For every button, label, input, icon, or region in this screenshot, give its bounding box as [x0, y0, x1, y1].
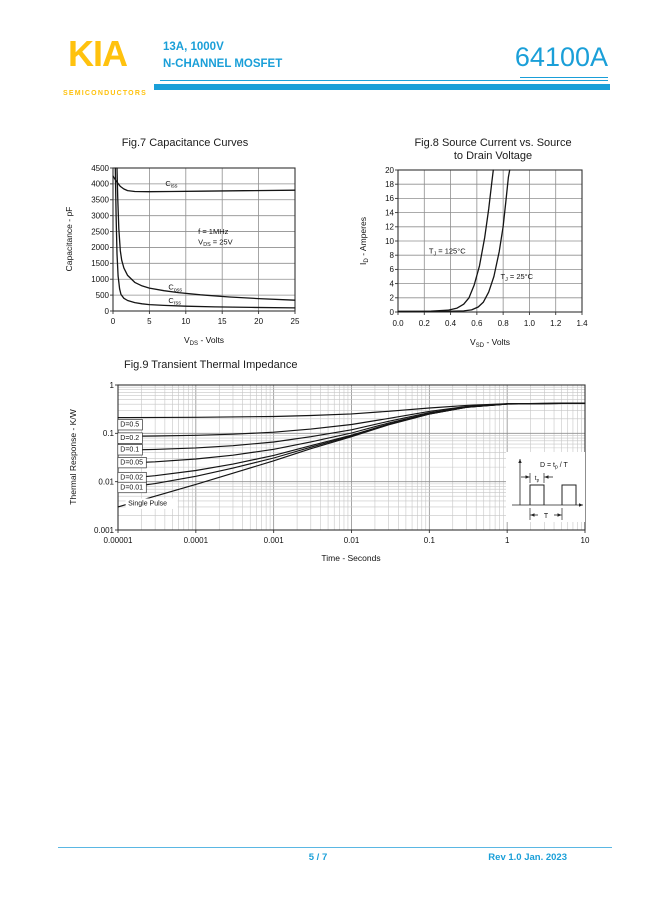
svg-text:20: 20 [385, 166, 394, 175]
svg-text:1.2: 1.2 [550, 319, 562, 328]
svg-text:0.001: 0.001 [94, 526, 115, 535]
svg-text:VSD - Volts: VSD - Volts [470, 337, 510, 349]
svg-text:Coss: Coss [168, 282, 182, 293]
svg-text:15: 15 [218, 317, 227, 326]
svg-text:10: 10 [385, 237, 394, 246]
svg-text:VDS - Volts: VDS - Volts [184, 335, 224, 347]
svg-text:Crss: Crss [168, 296, 181, 307]
fig7-title: Fig.7 Capacitance Curves [121, 137, 249, 149]
part-number: 64100A [514, 42, 608, 72]
svg-text:0.1: 0.1 [424, 536, 436, 545]
device-type-text: N-CHANNEL MOSFET [163, 58, 283, 70]
svg-text:0.6: 0.6 [471, 319, 483, 328]
svg-text:TJ = 25°C: TJ = 25°C [501, 272, 534, 283]
svg-text:0.001: 0.001 [264, 536, 285, 545]
svg-text:3000: 3000 [91, 211, 109, 220]
svg-text:ID - Amperes: ID - Amperes [358, 217, 370, 265]
fig7-capacitance-chart: 0 5 10 15 20 25 0 500 1000 1500 2000 2500 3000 3500 40… [64, 164, 300, 347]
svg-text:f = 1MHz: f = 1MHz [198, 227, 228, 236]
svg-text:12: 12 [385, 223, 394, 232]
svg-text:0: 0 [105, 307, 110, 316]
kia-logo-subtext: SEMICONDUCTORS [63, 90, 147, 97]
fig9-thermal-impedance-chart: 0.00001 0.0001 0.001 0.01 0.1 1 10 0.001 0.01 0.1… [68, 381, 590, 563]
svg-text:Capacitance - pF: Capacitance - pF [64, 207, 74, 272]
svg-text:0.8: 0.8 [498, 319, 510, 328]
svg-text:5: 5 [147, 317, 152, 326]
svg-text:20: 20 [254, 317, 263, 326]
svg-text:2000: 2000 [91, 243, 109, 252]
svg-text:10: 10 [581, 536, 590, 545]
svg-text:Single Pulse: Single Pulse [128, 501, 167, 508]
svg-text:0.01: 0.01 [98, 477, 114, 486]
header-rule-short [520, 77, 608, 78]
svg-text:14: 14 [385, 208, 394, 217]
svg-text:0.2: 0.2 [419, 319, 431, 328]
svg-text:D=0.01: D=0.01 [120, 484, 143, 491]
fig8-title-line2: to Drain Voltage [453, 149, 533, 162]
page-indicator: 5 / 7 [308, 852, 328, 863]
svg-text:0.0001: 0.0001 [184, 536, 209, 545]
svg-text:3500: 3500 [91, 196, 109, 205]
footer-rule [58, 847, 612, 849]
svg-text:0.00001: 0.00001 [104, 536, 133, 545]
svg-text:0.01: 0.01 [344, 536, 360, 545]
svg-text:10: 10 [181, 317, 190, 326]
svg-text:1: 1 [505, 536, 510, 545]
fig8-title: Fig.8 Source Current vs. Source to Drain… [378, 137, 608, 162]
svg-text:tp: tp [535, 475, 540, 483]
svg-text:0.0: 0.0 [392, 319, 404, 328]
device-rating-text: 13A, 1000V [163, 41, 224, 53]
svg-text:4000: 4000 [91, 180, 109, 189]
svg-text:18: 18 [385, 180, 394, 189]
svg-text:4500: 4500 [91, 164, 109, 173]
svg-text:1000: 1000 [91, 275, 109, 284]
svg-text:D=0.2: D=0.2 [120, 435, 139, 442]
svg-text:1.0: 1.0 [524, 319, 536, 328]
svg-text:Ciss: Ciss [165, 179, 177, 190]
svg-text:D=0.5: D=0.5 [120, 422, 139, 429]
svg-text:500: 500 [96, 291, 110, 300]
fig8-title-line1: Fig.8 Source Current vs. Source [414, 137, 572, 149]
svg-text:2: 2 [390, 294, 395, 303]
header-rule-thick [154, 84, 610, 90]
svg-text:D=0.1: D=0.1 [120, 447, 139, 454]
svg-text:4: 4 [390, 279, 395, 288]
svg-text:TJ = 125°C: TJ = 125°C [429, 247, 466, 258]
svg-text:0: 0 [390, 308, 395, 317]
svg-text:25: 25 [291, 317, 300, 326]
revision-text: Rev 1.0 Jan. 2023 [488, 852, 567, 863]
svg-text:1.4: 1.4 [576, 319, 588, 328]
svg-text:Thermal Response - K/W: Thermal Response - K/W [68, 409, 78, 504]
kia-logo: KIA [68, 33, 128, 74]
svg-text:T: T [544, 513, 549, 520]
fig9-title: Fig.9 Transient Thermal Impedance [124, 359, 298, 371]
fig8-source-current-chart: 0.0 0.2 0.4 0.6 0.8 1.0 1.2 1.4 0 2 4 6 8 10 12 14 16 18 2… [358, 166, 588, 349]
svg-text:VDS = 25V: VDS = 25V [198, 237, 232, 248]
svg-text:0.4: 0.4 [445, 319, 457, 328]
svg-text:16: 16 [385, 194, 394, 203]
svg-text:D = tp / T: D = tp / T [540, 462, 568, 471]
svg-text:0.1: 0.1 [103, 429, 115, 438]
svg-text:6: 6 [390, 265, 395, 274]
header-rule-thin [160, 80, 608, 82]
svg-text:0: 0 [111, 317, 116, 326]
svg-text:Time - Seconds: Time - Seconds [321, 553, 380, 563]
svg-text:D=0.05: D=0.05 [120, 459, 143, 466]
svg-text:1500: 1500 [91, 259, 109, 268]
svg-text:8: 8 [390, 251, 395, 260]
svg-text:1: 1 [110, 381, 115, 390]
svg-text:D=0.02: D=0.02 [120, 474, 143, 481]
svg-text:2500: 2500 [91, 227, 109, 236]
